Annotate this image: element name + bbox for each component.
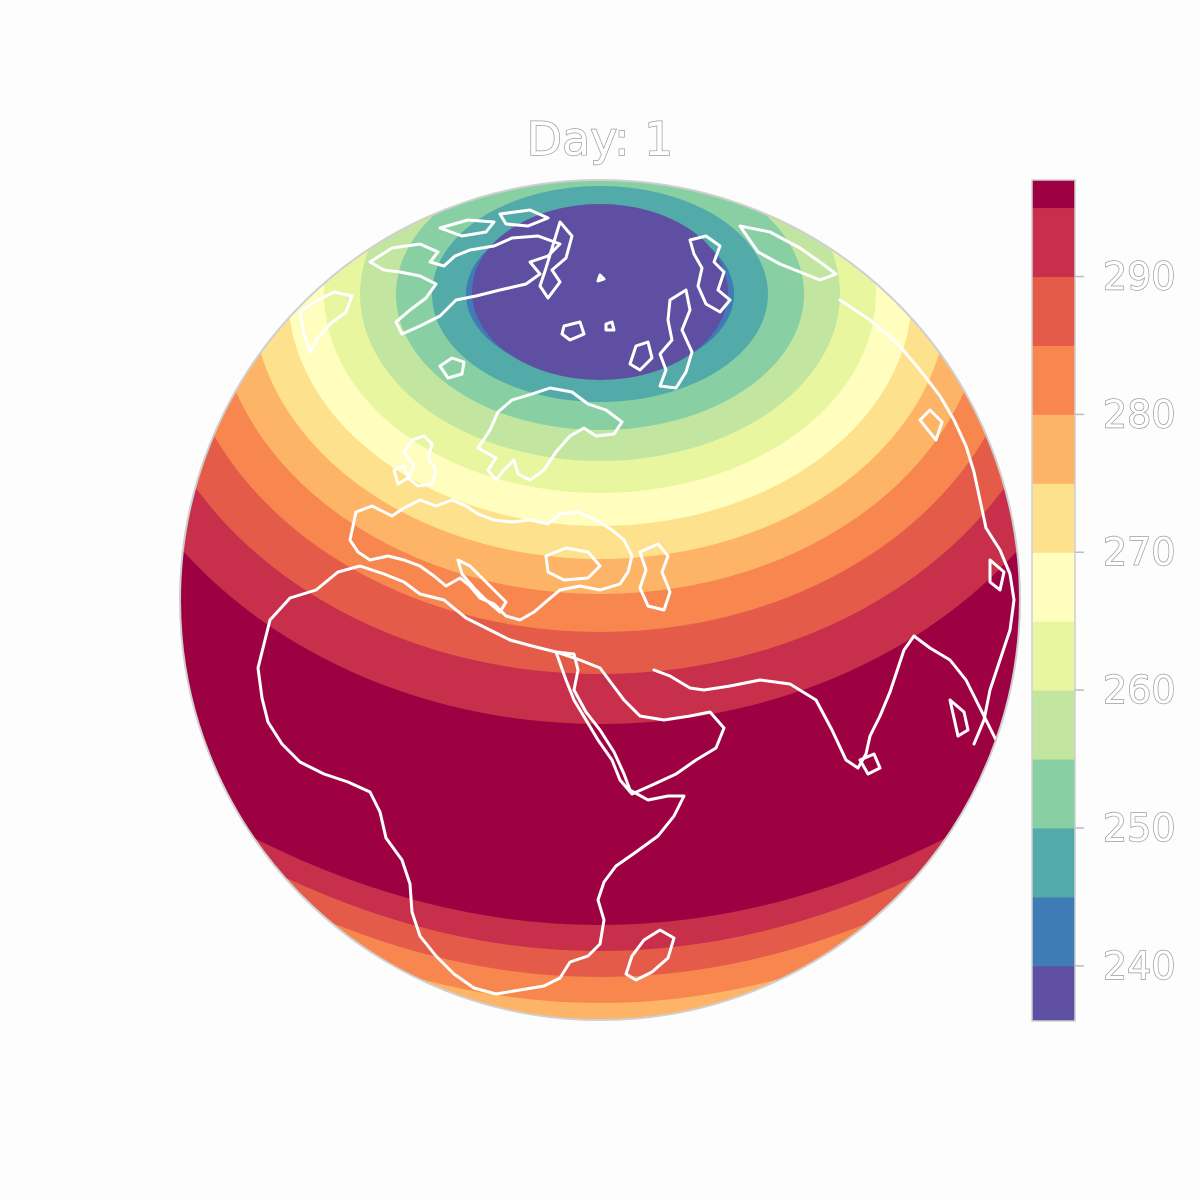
- colorbar: 240 250 260 270 280 290: [1031, 179, 1176, 1022]
- coastline-canadian-islands: [438, 208, 574, 300]
- coastline-uk-ireland: [392, 434, 438, 488]
- southern-band: [180, 900, 1020, 1020]
- coastlines: [256, 208, 1016, 996]
- coastline-north-america-west: [298, 290, 354, 354]
- colorbar-tick-label: 250: [1103, 806, 1176, 850]
- colorbar-tick-label: 240: [1103, 944, 1176, 988]
- colorbar-segments: [1032, 180, 1075, 1022]
- colorbar-segment-240-245: [1032, 896, 1075, 967]
- coastline-greenland-canada: [368, 234, 562, 336]
- coastline-black-caspian: [544, 542, 672, 612]
- coastline-madagascar: [624, 928, 676, 982]
- colorbar-segment-295-297: [1032, 180, 1075, 209]
- colorbar-segment-270-275: [1032, 483, 1075, 553]
- colorbar-tick-label: 280: [1103, 392, 1176, 436]
- colorbar-segment-250-255: [1032, 759, 1075, 829]
- coastline-siberia-north: [688, 224, 838, 314]
- coastline-svalbard-russia-north: [560, 273, 694, 390]
- colorbar-segment-275-280: [1032, 414, 1075, 484]
- colorbar-segment-290-295: [1032, 207, 1075, 278]
- coastline-africa: [256, 564, 686, 996]
- colorbar-tick-label: 270: [1103, 530, 1176, 574]
- plot-title: Day: 1: [527, 112, 674, 166]
- coastline-scandinavia: [476, 386, 624, 482]
- colorbar-segment-260-265: [1032, 621, 1075, 691]
- colorbar-segment-255-260: [1032, 690, 1075, 760]
- coastline-east-asia: [838, 298, 1016, 776]
- coastline-arabia-asia: [554, 634, 1012, 796]
- colorbar-ticks: 240 250 260 270 280 290: [1075, 254, 1176, 989]
- colorbar-tick-label: 260: [1103, 668, 1176, 712]
- coastline-italy: [456, 558, 508, 614]
- coastline-iceland: [438, 356, 466, 380]
- globe-outline: [179, 179, 1021, 1021]
- colorbar-tick-label: 290: [1103, 255, 1176, 299]
- colorbar-frame: [1031, 179, 1076, 1022]
- colorbar-segment-245-250: [1032, 827, 1075, 898]
- colorbar-segment-285-290: [1032, 276, 1075, 346]
- colorbar-segment-280-285: [1032, 345, 1075, 415]
- colorbar-segment-236-240: [1032, 965, 1075, 1022]
- coastline-europe-mainland: [348, 498, 634, 622]
- temperature-band-236-240: [472, 204, 728, 380]
- colorbar-segment-265-270: [1032, 552, 1075, 622]
